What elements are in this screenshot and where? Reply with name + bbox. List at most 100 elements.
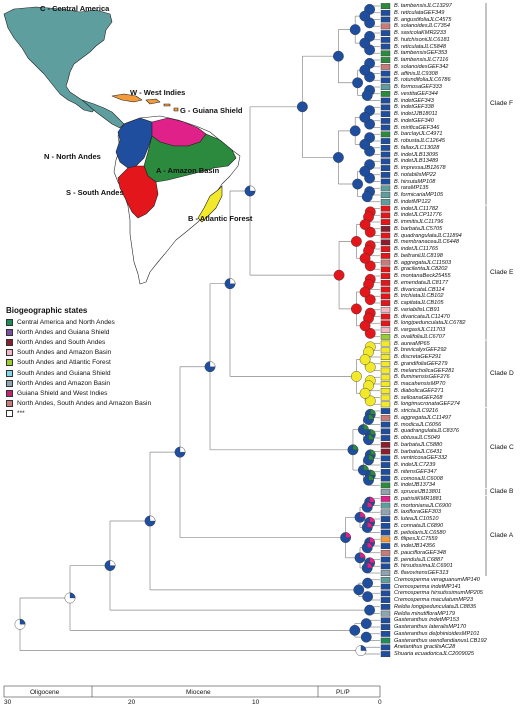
tip-state-box xyxy=(380,644,391,651)
tip-state-box xyxy=(380,441,391,448)
tip-species: indetGEF340 xyxy=(400,117,434,124)
tip-species: indetJB13734 xyxy=(400,482,436,489)
tip-genus: Gasteranthus xyxy=(394,630,430,637)
tip-label: B. barbataJLC5705 xyxy=(394,226,442,232)
tip-state-box xyxy=(380,77,391,84)
tip-genus: B. xyxy=(394,43,401,50)
tip-state-box xyxy=(380,394,391,401)
tip-state-box xyxy=(380,333,391,340)
legend-swatch xyxy=(6,349,13,357)
tip-state-box xyxy=(380,435,391,441)
tip-label: B. patrisiiKMR1881 xyxy=(394,496,442,502)
tip-label: B. hirsutissimaJLC6901 xyxy=(394,563,453,569)
node-pie xyxy=(349,125,361,137)
tip-species: vestitaGEF344 xyxy=(400,90,438,97)
tip-genus: B. xyxy=(394,165,401,171)
tip-species: fallaxJLC13028 xyxy=(400,144,440,151)
tip-label: B. fluminensisGEF276 xyxy=(394,374,450,380)
tip-genus: Cremosperma xyxy=(394,583,431,590)
tip-state-box xyxy=(380,225,391,232)
tip-state-box xyxy=(380,273,391,279)
tip-species: formosaGEF333 xyxy=(400,84,442,90)
node-pie xyxy=(363,414,374,425)
tip-state-box xyxy=(380,286,391,293)
tip-label: B. modicaJLC6056 xyxy=(394,422,441,428)
node-pie xyxy=(350,236,362,247)
tip-label: Gasteranthus lateralisMP170 xyxy=(394,624,466,630)
map-label-south-andes: S - South Andes xyxy=(66,188,124,197)
tip-species: indetMP153 xyxy=(429,617,459,624)
tip-label: B. laxifloraGEF303 xyxy=(394,509,441,515)
map-region-atlantic-forest xyxy=(197,185,223,223)
node-pie xyxy=(362,591,373,603)
tip-genus: B. xyxy=(394,306,401,313)
tip-genus: Reldia xyxy=(394,603,412,610)
node-pie xyxy=(355,645,367,657)
map-label-amazon-basin: A - Amazon Basin xyxy=(156,166,220,175)
tip-species: longimucronataGEF274 xyxy=(400,401,460,408)
tip-label: B. vestitaGEF344 xyxy=(394,91,438,97)
node-pie xyxy=(361,522,373,533)
tip-label: B. grandifoliaGEF279 xyxy=(394,361,448,367)
tip-label: B. rotundifoliaJLC6786 xyxy=(394,77,451,83)
tip-species: diabolicaGEF271 xyxy=(400,387,444,394)
tip-state-box xyxy=(380,3,391,10)
node-pie xyxy=(364,361,376,373)
map-label-central-america: C - Central America xyxy=(40,4,110,13)
tip-species: aureaMP65 xyxy=(400,340,430,347)
node-pie xyxy=(361,542,373,554)
map-label-north-andes: N - North Andes xyxy=(44,152,101,161)
tip-label: B. barclayiJLC4971 xyxy=(394,131,443,137)
tip-label: B. formicariaMP105 xyxy=(394,192,443,198)
tip-species: minutifloraMP179 xyxy=(411,610,455,617)
tip-state-box xyxy=(380,556,391,563)
tip-label: Gasteranthus indetMP153 xyxy=(394,617,459,623)
clade-label: Clade F xyxy=(490,99,514,107)
tip-label: Reldia minutifloraMP179 xyxy=(394,611,455,617)
tip-state-box xyxy=(380,603,391,610)
tip-state-box xyxy=(380,610,391,617)
tip-state-box xyxy=(380,97,391,104)
map-label-atlantic-forest: B - Atlantic Forest xyxy=(188,214,253,223)
tip-genus: Shuaria xyxy=(394,651,415,657)
tip-genus: B. xyxy=(394,489,401,495)
tip-state-box xyxy=(380,158,391,165)
tip-species: variabilisLCB91 xyxy=(400,306,440,313)
legend-item: North Andes and Guiana Shield xyxy=(6,327,256,337)
tip-state-box xyxy=(380,597,391,604)
node-pie xyxy=(359,111,371,123)
tip-state-box xyxy=(380,509,391,516)
node-pie xyxy=(359,286,371,298)
node-pie xyxy=(352,178,363,190)
tip-species: divaricataLCB114 xyxy=(400,286,445,293)
tip-genus: B. xyxy=(394,97,401,104)
tip-genus: B. xyxy=(394,273,401,279)
tip-state-box xyxy=(380,259,391,266)
legend-label: South Andes and Guiana Shield xyxy=(17,369,111,377)
tip-state-box xyxy=(380,489,391,495)
tip-genus: B. xyxy=(394,293,401,300)
legend-item: Central America and North Andes xyxy=(6,317,256,327)
tip-genus: B. xyxy=(394,50,401,57)
tip-state-box xyxy=(380,165,391,171)
tip-genus: B. xyxy=(394,279,401,286)
map-region-north-america xyxy=(3,6,113,113)
tip-genus: B. xyxy=(394,104,401,111)
tip-species: quadrangulataJLC11894 xyxy=(400,232,462,239)
tip-genus: B. xyxy=(394,286,401,293)
tip-species: discretaGEF291 xyxy=(400,354,442,360)
tip-state-box xyxy=(380,151,391,158)
tip-genus: B. xyxy=(394,333,401,340)
node-pie xyxy=(359,252,371,264)
tip-state-box xyxy=(380,117,391,124)
tip-label: B. indetGEF338 xyxy=(394,104,434,110)
tip-species: modicaJLC6056 xyxy=(400,421,442,428)
tip-state-box xyxy=(380,583,391,590)
tip-label: B. indetJB14356 xyxy=(394,543,435,549)
tip-label: Gasteranthus delphinioidesMP101 xyxy=(394,631,480,637)
tip-label: B. strictaJLC9216 xyxy=(394,408,438,414)
tip-state-box xyxy=(380,529,391,536)
tip-genus: B. xyxy=(394,563,401,570)
node-pie xyxy=(296,101,308,113)
